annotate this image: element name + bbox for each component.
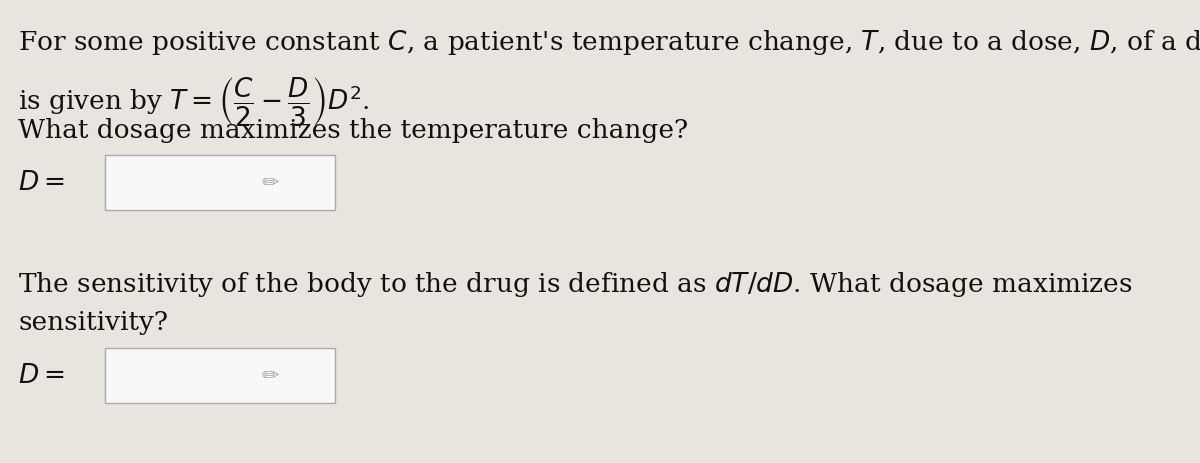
- Text: sensitivity?: sensitivity?: [18, 310, 168, 335]
- Bar: [106, 348, 335, 403]
- Text: $D = $: $D = $: [18, 170, 65, 195]
- Text: is given by $T = \left(\dfrac{C}{2} - \dfrac{D}{3}\right)D^2$.: is given by $T = \left(\dfrac{C}{2} - \d…: [18, 75, 370, 128]
- Text: What dosage maximizes the temperature change?: What dosage maximizes the temperature ch…: [18, 118, 688, 143]
- Text: The sensitivity of the body to the drug is defined as $dT/dD$. What dosage maxim: The sensitivity of the body to the drug …: [18, 270, 1133, 299]
- Bar: [106, 155, 335, 210]
- Text: ✏: ✏: [262, 365, 280, 386]
- Text: For some positive constant $C$, a patient's temperature change, $T$, due to a do: For some positive constant $C$, a patien…: [18, 28, 1200, 57]
- Text: $D = $: $D = $: [18, 363, 65, 388]
- Text: ✏: ✏: [262, 173, 280, 193]
